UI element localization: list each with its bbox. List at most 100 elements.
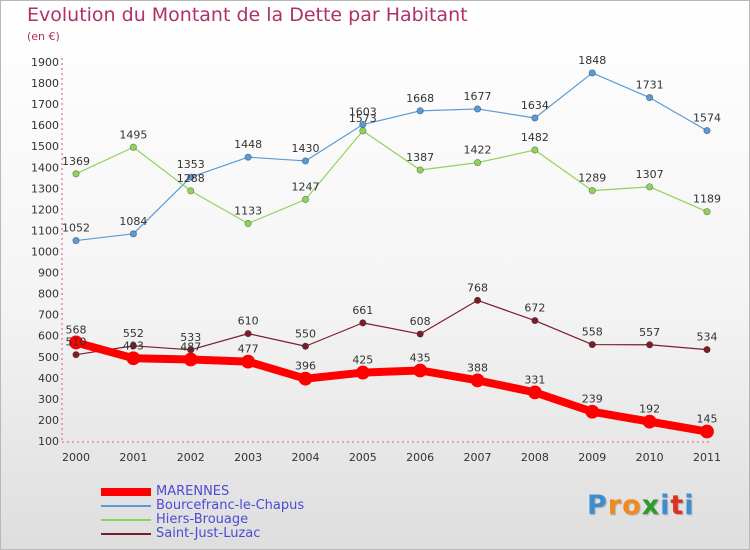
data-label-bourcefranc-le-chapus: 1448 <box>234 138 262 151</box>
x-tick-label: 2002 <box>177 451 205 464</box>
data-label-marennes: 487 <box>180 341 201 354</box>
data-label-hiers-brouage: 1189 <box>693 193 721 206</box>
legend-label: MARENNES <box>156 484 230 499</box>
data-label-hiers-brouage: 1289 <box>578 172 606 185</box>
legend-item-bourcefranc-le-chapus: Bourcefranc-le-Chapus <box>101 499 304 513</box>
data-point-bourcefranc-le-chapus <box>72 236 80 245</box>
data-point-saint-just-luzac <box>473 296 482 304</box>
chart-title: Evolution du Montant de la Dette par Hab… <box>27 4 468 26</box>
x-tick-label: 2009 <box>578 451 606 464</box>
logo-letter: x <box>641 490 661 521</box>
data-label-hiers-brouage: 1247 <box>291 180 319 193</box>
data-point-marennes <box>700 424 714 439</box>
data-point-saint-just-luzac <box>416 330 424 338</box>
data-label-saint-just-luzac: 552 <box>123 327 144 340</box>
data-point-saint-just-luzac <box>531 316 539 325</box>
data-point-bourcefranc-le-chapus <box>646 93 654 102</box>
data-label-saint-just-luzac: 558 <box>582 326 603 339</box>
data-point-hiers-brouage <box>187 187 195 195</box>
data-point-bourcefranc-le-chapus <box>416 107 424 115</box>
data-point-bourcefranc-le-chapus <box>588 69 596 77</box>
data-label-hiers-brouage: 1495 <box>119 128 147 141</box>
y-tick-label: 1000 <box>31 246 59 259</box>
data-point-bourcefranc-le-chapus <box>187 173 195 181</box>
series-marennes <box>69 335 714 439</box>
data-point-bourcefranc-le-chapus <box>244 153 252 161</box>
data-label-hiers-brouage: 1133 <box>234 204 262 217</box>
data-point-marennes <box>585 404 600 419</box>
legend-swatch <box>101 488 151 496</box>
data-label-saint-just-luzac: 557 <box>639 326 660 339</box>
x-tick-label: 2006 <box>406 451 434 464</box>
data-point-saint-just-luzac <box>703 346 711 354</box>
data-point-saint-just-luzac <box>72 351 80 359</box>
data-label-bourcefranc-le-chapus: 1634 <box>521 99 549 112</box>
data-point-bourcefranc-le-chapus <box>531 114 539 122</box>
data-label-bourcefranc-le-chapus: 1574 <box>693 112 721 125</box>
legend-label: Saint-Just-Luzac <box>156 526 261 541</box>
series-layer <box>69 69 714 439</box>
logo-letter: r <box>607 490 623 521</box>
data-label-bourcefranc-le-chapus: 1430 <box>291 142 319 155</box>
legend-label: Hiers-Brouage <box>156 512 249 527</box>
legend-item-marennes: MARENNES <box>101 485 304 499</box>
x-tick-label: 2005 <box>349 451 377 464</box>
y-tick-label: 1300 <box>31 182 59 195</box>
data-label-hiers-brouage: 1482 <box>521 131 549 144</box>
y-tick-label: 1700 <box>31 98 59 111</box>
data-label-marennes: 568 <box>66 323 87 336</box>
logo-letter: i <box>684 490 695 521</box>
data-point-hiers-brouage <box>359 127 367 135</box>
x-tick-label: 2010 <box>636 451 664 464</box>
data-point-hiers-brouage <box>646 183 654 191</box>
data-point-saint-just-luzac <box>646 341 654 349</box>
data-label-saint-just-luzac: 534 <box>697 331 718 344</box>
data-point-marennes <box>355 365 370 380</box>
data-point-marennes <box>241 354 255 369</box>
data-point-marennes <box>413 363 428 378</box>
data-point-marennes <box>183 352 198 367</box>
logo-letter: o <box>622 490 642 521</box>
data-point-hiers-brouage <box>244 219 252 228</box>
x-tick-label: 2007 <box>464 451 492 464</box>
y-tick-label: 800 <box>38 288 59 301</box>
data-label-saint-just-luzac: 533 <box>180 331 201 344</box>
x-tick-label: 2008 <box>521 451 549 464</box>
y-tick-label: 900 <box>38 267 59 280</box>
data-point-bourcefranc-le-chapus <box>129 230 137 238</box>
legend-item-hiers-brouage: Hiers-Brouage <box>101 513 304 527</box>
legend-swatch <box>101 519 151 521</box>
y-tick-label: 400 <box>38 372 59 385</box>
y-tick-label: 1200 <box>31 203 59 216</box>
data-point-saint-just-luzac <box>244 330 252 338</box>
data-label-hiers-brouage: 1387 <box>406 151 434 164</box>
data-label-marennes: 388 <box>467 361 488 374</box>
y-tick-label: 600 <box>38 330 59 343</box>
logo-letter: P <box>587 490 608 521</box>
data-label-bourcefranc-le-chapus: 1848 <box>578 54 606 67</box>
y-tick-label: 200 <box>38 414 59 427</box>
data-label-bourcefranc-le-chapus: 1668 <box>406 92 434 105</box>
data-point-hiers-brouage <box>129 143 137 151</box>
y-axis: 100 200 300 400 500 600 700 800 900 1000 1100 1200 1… <box>31 56 63 448</box>
data-point-marennes <box>69 335 83 350</box>
data-label-hiers-brouage: 1573 <box>349 112 377 125</box>
y-tick-label: 1400 <box>31 161 59 174</box>
series-line-bourcefranc-le-chapus <box>75 72 708 242</box>
data-label-bourcefranc-le-chapus: 1677 <box>464 90 492 103</box>
legend: MARENNES Bourcefranc-le-Chapus Hiers-Broua… <box>101 485 304 541</box>
data-label-hiers-brouage: 1422 <box>464 144 492 157</box>
data-label-marennes: 145 <box>697 413 718 426</box>
proxiti-logo: Proxiti <box>587 490 695 521</box>
y-tick-label: 1100 <box>31 224 59 237</box>
y-tick-label: 500 <box>38 351 59 364</box>
x-axis: 2000 2001 2002 2003 2004 2005 2006 2007 2008 2009… <box>62 441 721 464</box>
legend-swatch <box>101 505 151 507</box>
data-label-marennes: 192 <box>639 403 660 416</box>
logo-letter: i <box>660 490 671 521</box>
data-point-marennes <box>470 373 485 388</box>
data-label-hiers-brouage: 1369 <box>62 155 90 168</box>
data-point-hiers-brouage <box>416 166 424 174</box>
data-point-bourcefranc-le-chapus <box>703 127 711 135</box>
